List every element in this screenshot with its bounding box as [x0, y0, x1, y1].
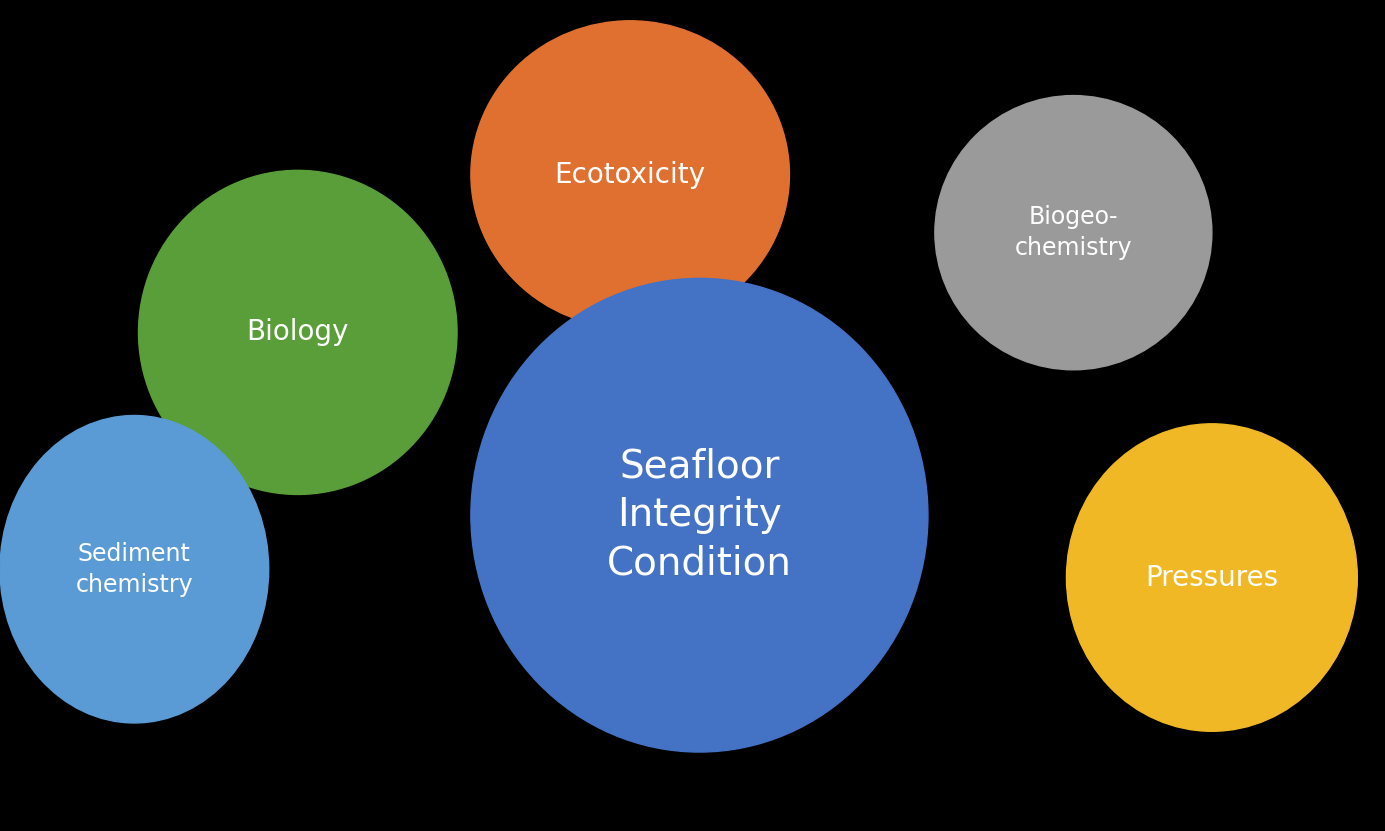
Ellipse shape: [471, 21, 789, 328]
Text: Biogeо-
chemistry: Biogeо- chemistry: [1015, 205, 1132, 260]
Text: Biology: Biology: [247, 318, 349, 347]
Ellipse shape: [0, 416, 269, 723]
Text: Pressures: Pressures: [1145, 563, 1278, 592]
Ellipse shape: [1066, 424, 1357, 731]
Ellipse shape: [471, 278, 928, 752]
Ellipse shape: [935, 96, 1212, 370]
Text: Sediment
chemistry: Sediment chemistry: [76, 542, 193, 597]
Text: Seafloor
Integrity
Condition: Seafloor Integrity Condition: [607, 448, 792, 583]
Text: Ecotoxicity: Ecotoxicity: [554, 160, 706, 189]
Ellipse shape: [138, 170, 457, 494]
